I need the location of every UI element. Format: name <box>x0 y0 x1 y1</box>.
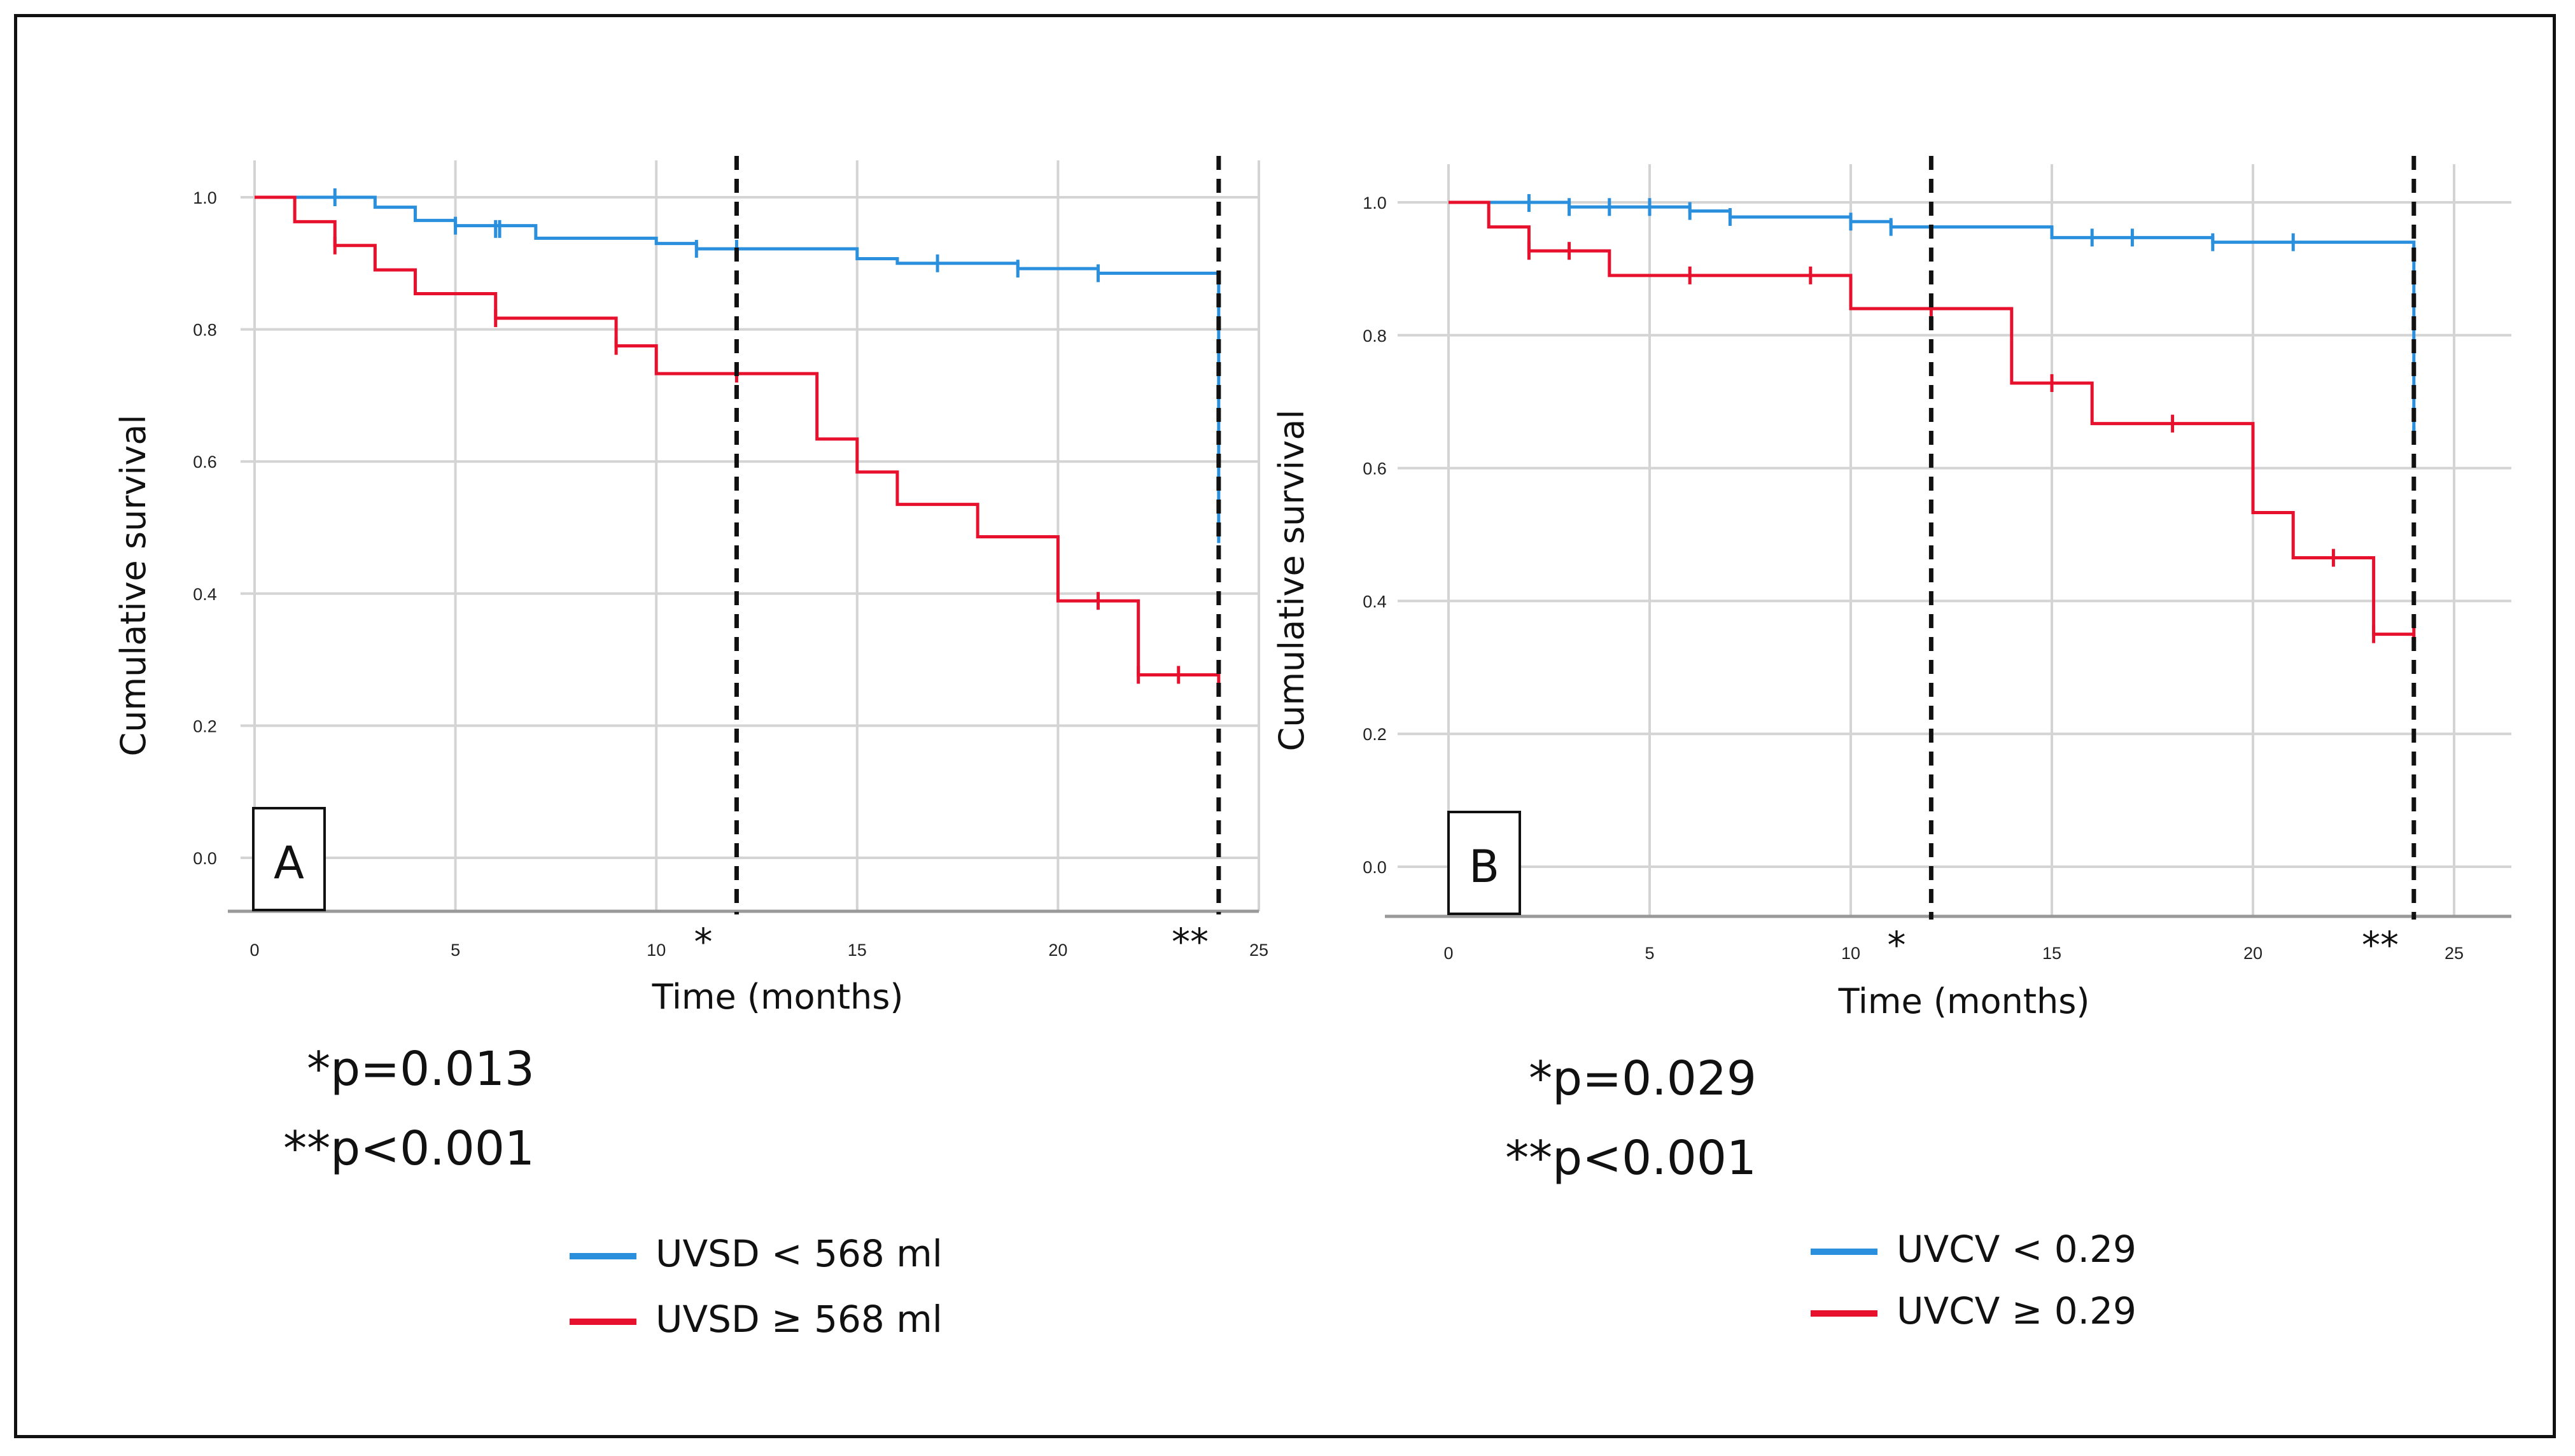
panel-label: A <box>274 837 304 889</box>
x-tick-label: 10 <box>647 941 666 960</box>
x-axis-label: Time (months) <box>652 977 904 1017</box>
y-tick-label: 1.0 <box>1363 193 1387 213</box>
panel-b: 0 5 10 15 20 25 0.0 0.2 0.4 0.6 0.8 1.0 Time (months… <box>1272 156 2511 1333</box>
panel-label-box <box>252 807 326 911</box>
x-tick-label: 20 <box>2243 944 2263 963</box>
p-value-text: **p<0.001 <box>283 1121 535 1176</box>
panel-a: 0 5 10 15 20 25 0.0 0.2 0.4 0.6 0.8 1.0 Time (months… <box>113 156 1268 1341</box>
y-tick-label: 0.6 <box>193 452 217 472</box>
y-tick-label: 0.8 <box>1363 326 1387 346</box>
legend-label: UVSD < 568 ml <box>656 1232 943 1275</box>
y-tick-label: 0.2 <box>1363 725 1387 744</box>
panel-label: B <box>1469 841 1499 893</box>
y-tick-label: 0.2 <box>193 717 217 736</box>
x-axis-label: Time (months) <box>1838 981 2090 1021</box>
y-axis-label: Cumulative survival <box>113 415 153 757</box>
significance-marker: ** <box>2362 923 2399 967</box>
x-tick-label: 15 <box>848 941 867 960</box>
survival-curve <box>1449 200 2414 636</box>
y-tick-label: 0.4 <box>193 585 217 604</box>
y-tick-label: 1.0 <box>193 188 217 207</box>
series-blue <box>1449 194 2416 444</box>
x-tick-label: 25 <box>2445 944 2464 963</box>
p-value-text: *p=0.029 <box>1529 1051 1757 1106</box>
p-value-text: *p=0.013 <box>307 1042 535 1096</box>
x-tick-label: 20 <box>1048 941 1067 960</box>
legend-label: UVCV < 0.29 <box>1897 1228 2136 1271</box>
y-tick-label: 0.6 <box>1363 459 1387 479</box>
x-tick-label: 10 <box>1841 944 1860 963</box>
legend: UVSD < 568 ml UVSD ≥ 568 ml <box>570 1232 943 1341</box>
x-tick-label: 0 <box>249 941 259 960</box>
significance-marker: * <box>1888 923 1906 967</box>
x-tick-label: 15 <box>2042 944 2061 963</box>
x-tick-label: 5 <box>451 941 460 960</box>
series-red <box>1449 200 2416 643</box>
x-tick-label: 5 <box>1645 944 1654 963</box>
y-tick-label: 0.0 <box>193 849 217 868</box>
legend-label: UVCV ≥ 0.29 <box>1897 1289 2136 1333</box>
y-tick-label: 0.0 <box>1363 858 1387 877</box>
significance-marker: * <box>694 920 713 963</box>
p-value-text: **p<0.001 <box>1505 1131 1757 1186</box>
x-tick-label: 0 <box>1443 944 1453 963</box>
y-axis-label: Cumulative survival <box>1272 410 1312 752</box>
figure-frame <box>14 14 2556 1438</box>
gridlines <box>241 160 1260 911</box>
survival-curve <box>255 195 1219 676</box>
panel-label-box <box>1447 811 1521 915</box>
y-tick-label: 0.4 <box>1363 592 1387 611</box>
y-tick-label: 0.8 <box>193 321 217 340</box>
legend: UVCV < 0.29 UVCV ≥ 0.29 <box>1811 1228 2136 1333</box>
gridlines <box>1398 164 2511 916</box>
x-tick-label: 25 <box>1249 941 1268 960</box>
significance-marker: ** <box>1172 920 1209 963</box>
legend-label: UVSD ≥ 568 ml <box>656 1298 943 1341</box>
